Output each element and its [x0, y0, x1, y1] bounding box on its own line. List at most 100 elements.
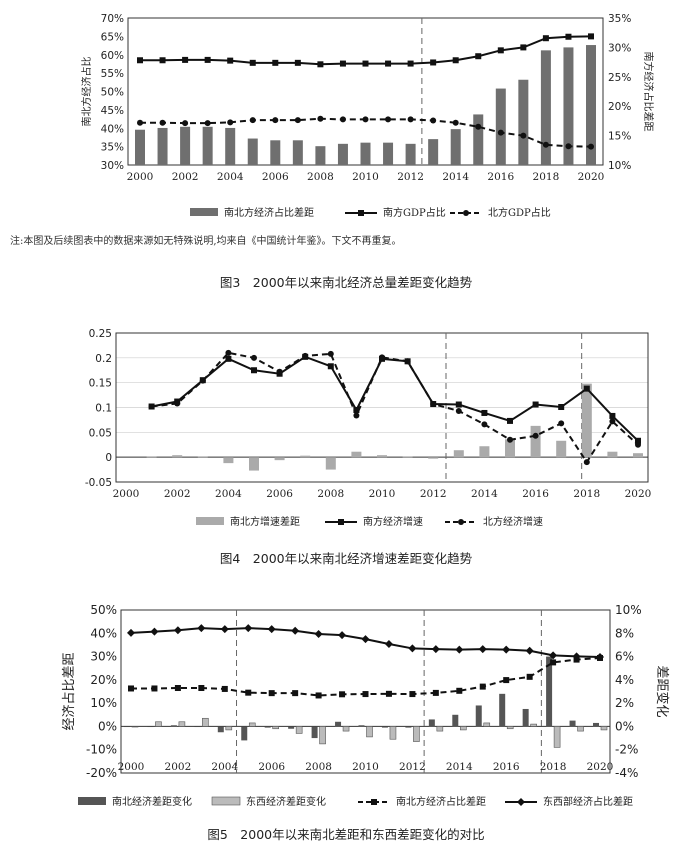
series-2-point	[338, 631, 347, 640]
series-2-point	[173, 626, 182, 635]
bar-primary	[325, 457, 336, 470]
series-2-point	[227, 119, 234, 126]
series-1-point	[225, 355, 232, 362]
bar-primary	[586, 45, 596, 165]
bar-secondary	[202, 717, 209, 727]
bar-secondary	[155, 721, 162, 727]
x-tick-label: 2004	[211, 761, 238, 773]
bar-primary	[360, 142, 371, 165]
series-1-point	[385, 60, 392, 67]
series-2-point	[565, 143, 572, 150]
y2-tick-label: 4%	[615, 673, 634, 687]
series-1-point	[362, 60, 369, 67]
y-tick-label: 45%	[101, 105, 124, 117]
y2-tick-label: 0%	[615, 719, 634, 733]
series-2-point	[525, 646, 534, 655]
legend-marker	[458, 519, 464, 525]
series-2-point	[558, 420, 565, 427]
bar-secondary	[248, 722, 256, 727]
x-tick-label: 2000	[127, 171, 154, 183]
bar-secondary	[506, 726, 514, 730]
series-1-point	[430, 59, 437, 66]
series-2-point	[583, 459, 590, 466]
bar-secondary	[436, 726, 444, 732]
series-1-point	[542, 35, 549, 42]
bar-secondary	[319, 726, 326, 745]
series-1-point	[635, 437, 641, 444]
x-tick-label: 2008	[305, 761, 332, 773]
series-1-point	[475, 53, 482, 60]
y-tick-label: 35%	[101, 142, 124, 154]
bar-primary	[607, 451, 618, 458]
legend-label: 东西经济差距变化	[246, 795, 326, 808]
series-2-point	[137, 119, 143, 126]
series-1-point	[339, 691, 346, 698]
series-2-point	[507, 436, 513, 443]
y2-tick-label: 2%	[615, 696, 634, 710]
y2-tick-label: 6%	[615, 650, 634, 664]
legend-label: 北方GDP占比	[488, 206, 551, 219]
bar-primary	[569, 720, 576, 727]
y-tick-label: 50%	[90, 603, 117, 617]
x-tick-label: 2012	[399, 761, 426, 773]
series-1-point	[385, 690, 392, 697]
bar-secondary	[459, 726, 467, 731]
series-1-point	[128, 685, 134, 692]
series-2-point	[204, 120, 211, 127]
bar-primary	[405, 143, 416, 165]
series-1-point	[481, 409, 488, 416]
x-tick-label: 2014	[471, 488, 498, 500]
bar-primary	[146, 456, 157, 458]
series-1-point	[174, 685, 181, 692]
series-2-point	[609, 418, 616, 425]
bar-primary	[217, 726, 224, 733]
bar-primary	[292, 140, 303, 165]
legend-swatch-bar	[190, 208, 218, 216]
bar-primary	[593, 722, 599, 727]
y-tick-label: 0	[105, 452, 112, 464]
series-2-point	[339, 116, 346, 123]
y2-axis-title: 南方经济占比差距	[642, 52, 655, 132]
bar-secondary	[553, 726, 561, 748]
x-tick-label: 2018	[540, 761, 567, 773]
chart-5: -20% -10% 0% 10% 20% 30% 40% 50% -4% -2% 0% 2% 4% 6% 8…	[62, 603, 670, 808]
series-2-point	[267, 625, 276, 634]
series-1-point	[339, 60, 346, 67]
x-tick-label: 2010	[352, 171, 379, 183]
series-2-point	[452, 119, 459, 126]
y2-tick-label: -2%	[615, 743, 638, 757]
series-2-point	[407, 116, 414, 123]
y-tick-label: -20%	[86, 766, 117, 780]
x-tick-label: 2008	[307, 171, 334, 183]
x-tick-label: 2016	[493, 761, 520, 773]
y-tick-label: 0.25	[89, 328, 112, 340]
plot-frame	[115, 332, 649, 483]
bar-primary	[556, 440, 567, 458]
series-2-point	[220, 625, 229, 634]
series-2-point	[294, 117, 301, 124]
bar-primary	[194, 726, 201, 728]
bar-primary	[223, 457, 234, 464]
series-1-point	[432, 689, 439, 696]
series-2-point	[327, 350, 334, 357]
series-1-point	[182, 56, 189, 63]
bar-secondary	[272, 726, 280, 730]
y-tick-label: 0.15	[89, 378, 112, 390]
y-tick-label: 0%	[98, 719, 117, 733]
bar-primary	[335, 721, 342, 727]
legend-label: 南北方经济占比差距	[224, 206, 314, 219]
bar-primary	[405, 726, 412, 728]
bar-primary	[264, 726, 271, 728]
series-2-point	[317, 115, 324, 122]
bar-primary	[270, 140, 281, 165]
bar-primary	[495, 88, 506, 165]
series-2-point	[549, 651, 558, 660]
bar-secondary	[483, 722, 491, 727]
y-tick-label: 70%	[101, 13, 124, 25]
series-1-point	[526, 673, 533, 680]
y-tick-label: 65%	[101, 31, 124, 43]
y-tick-label: -10%	[86, 743, 117, 757]
x-tick-label: 2010	[352, 761, 379, 773]
series-2-point	[635, 441, 641, 448]
bar-secondary	[131, 726, 139, 728]
